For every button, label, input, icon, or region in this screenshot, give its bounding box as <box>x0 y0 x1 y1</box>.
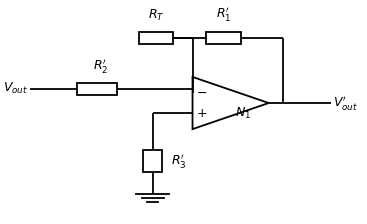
Bar <box>143 150 162 172</box>
Text: $R_3'$: $R_3'$ <box>171 152 186 170</box>
Text: $R_T$: $R_T$ <box>148 8 164 23</box>
Bar <box>77 83 117 95</box>
Text: $-$: $-$ <box>196 86 207 99</box>
Bar <box>206 32 241 44</box>
Text: $V_{out}'$: $V_{out}'$ <box>333 94 358 112</box>
Text: $R_1'$: $R_1'$ <box>216 5 231 23</box>
Text: $V_{out}$: $V_{out}$ <box>3 81 28 96</box>
Text: $R_2'$: $R_2'$ <box>93 57 108 75</box>
Text: $N_1$: $N_1$ <box>235 106 251 121</box>
Bar <box>139 32 174 44</box>
Text: $+$: $+$ <box>196 107 207 120</box>
